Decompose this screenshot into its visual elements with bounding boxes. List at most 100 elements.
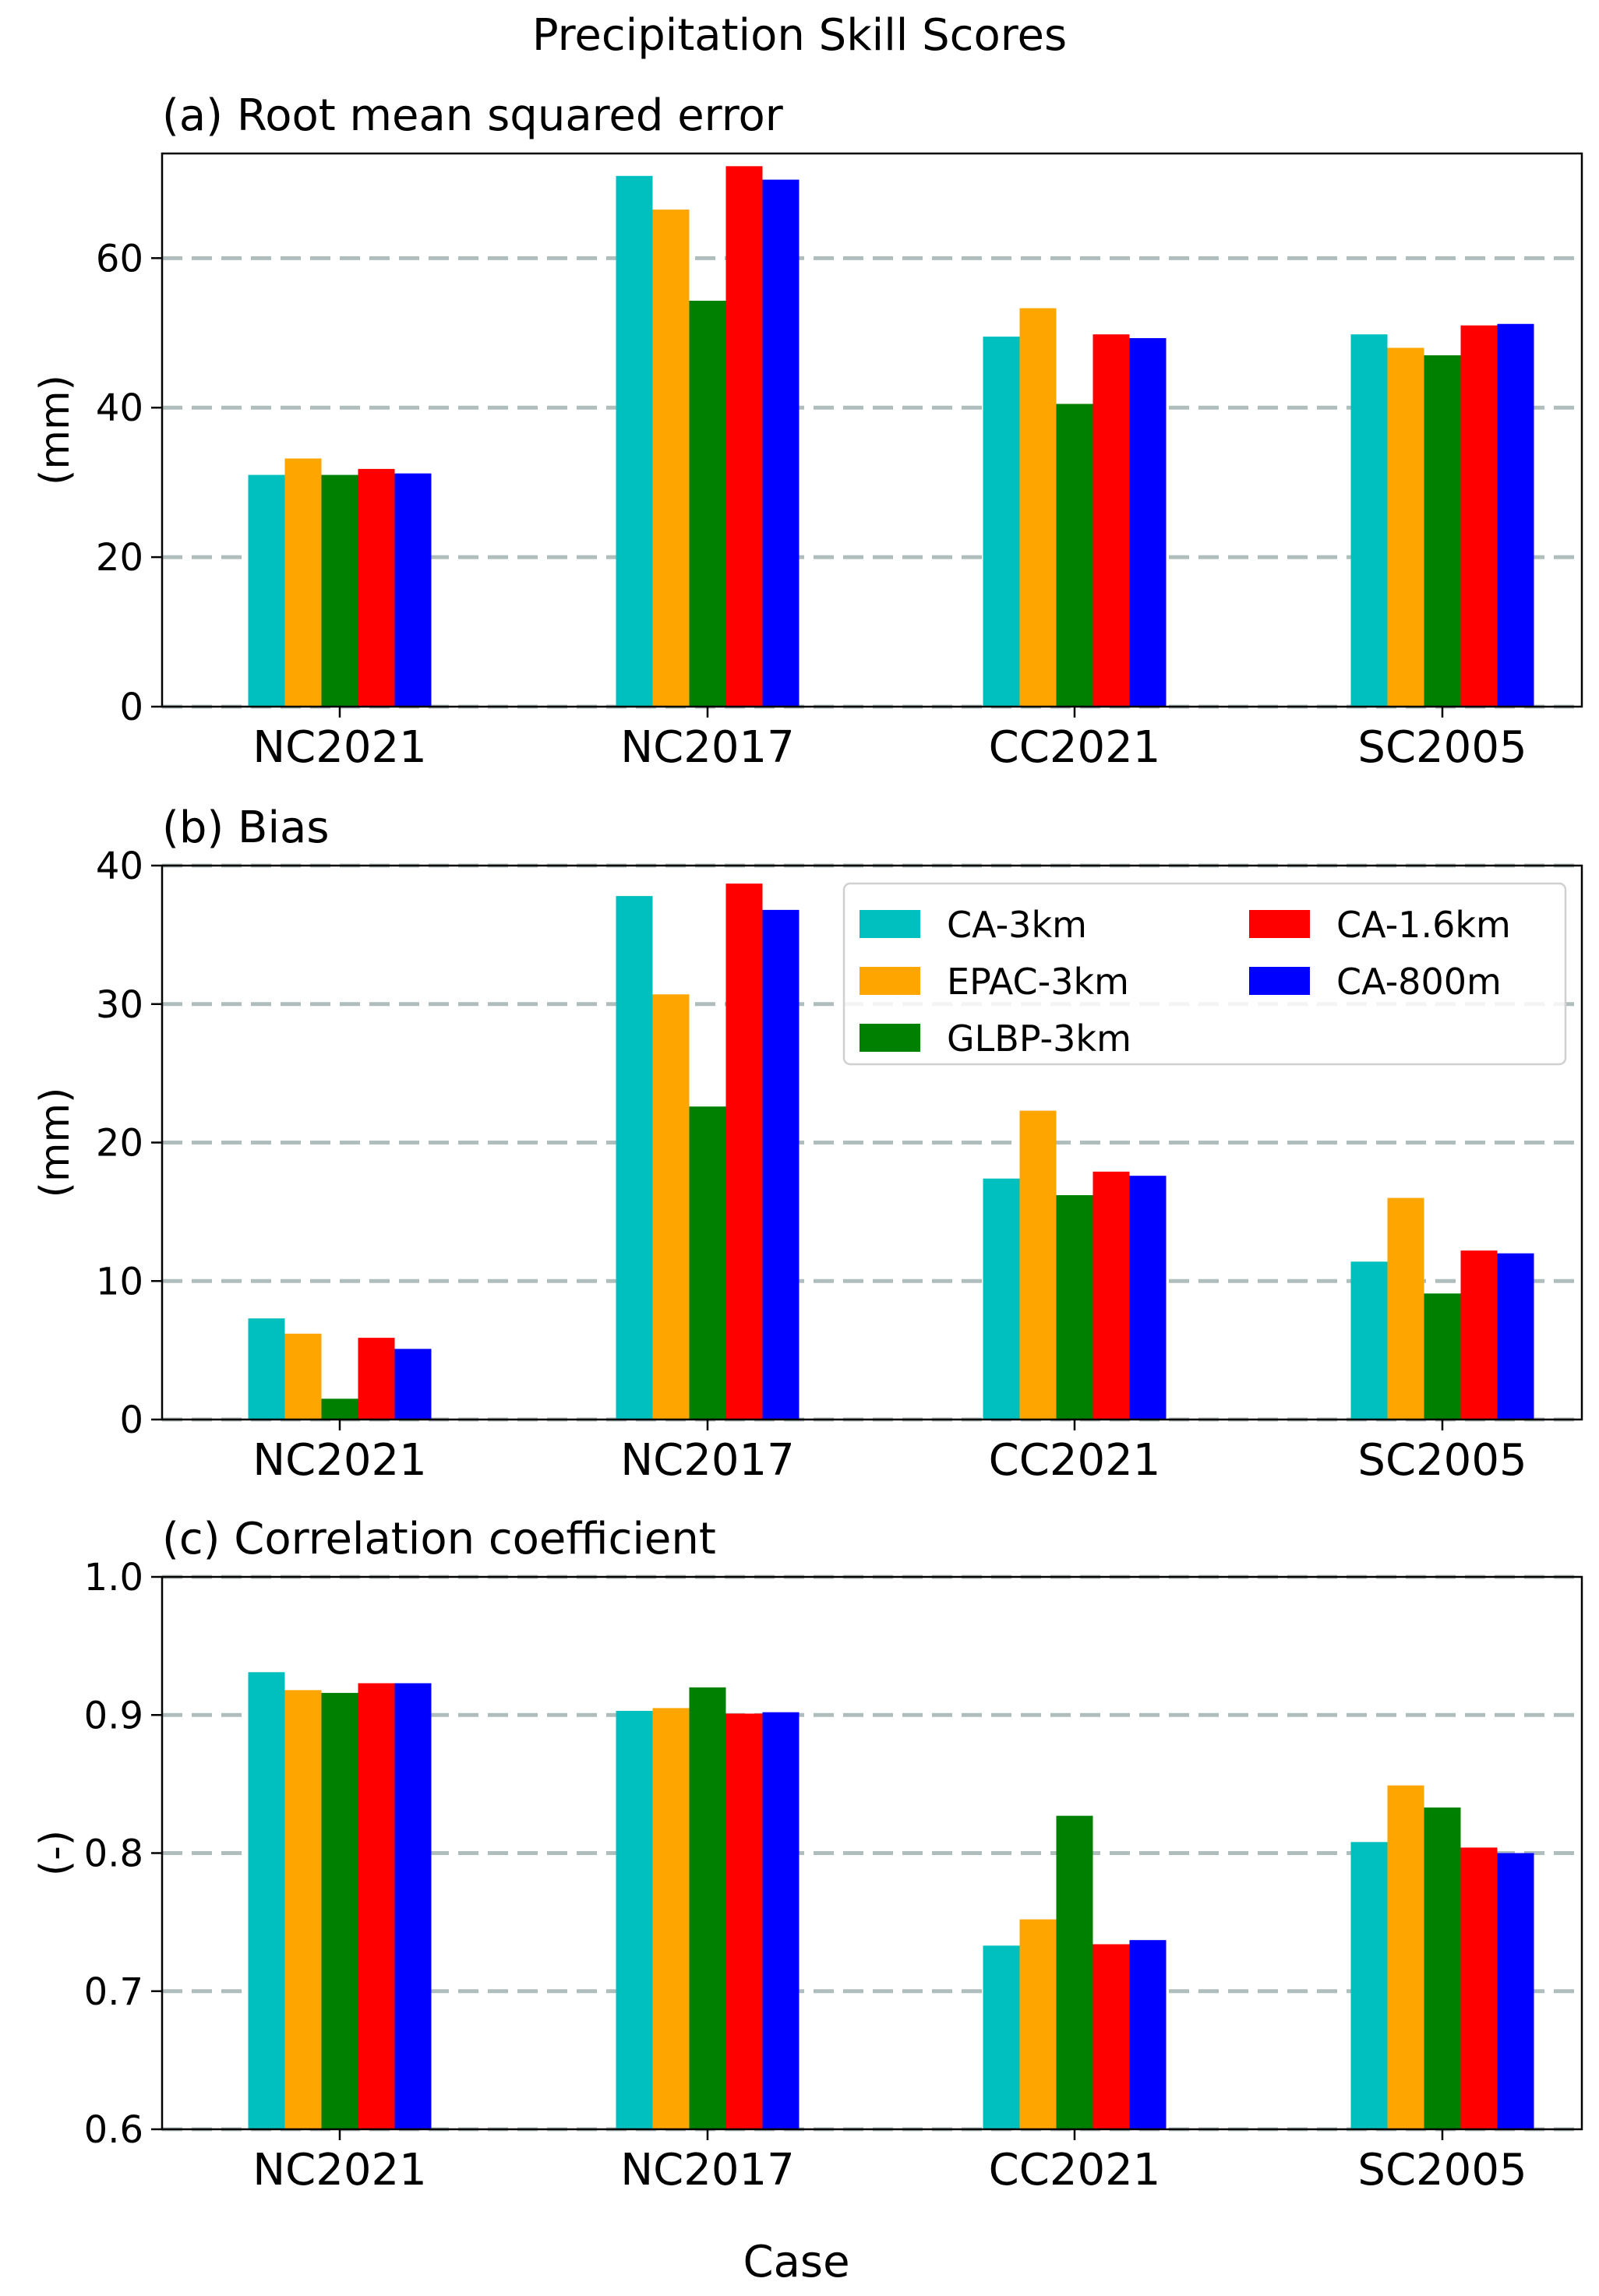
x-tick-label: NC2021	[252, 2145, 427, 2195]
bar-ca-800m-sc2005	[1497, 1853, 1534, 2129]
bar-ca-3km-sc2005	[1350, 1261, 1388, 1420]
x-tick-label: NC2021	[252, 1435, 427, 1486]
y-tick-label: 0	[119, 686, 143, 729]
y-tick-label: 10	[96, 1260, 143, 1303]
x-tick-label: CC2021	[989, 2145, 1161, 2195]
bar-glbp-3km-nc2021	[321, 1398, 358, 1420]
bar-ca-3km-cc2021	[983, 337, 1020, 707]
legend-swatch-glbp-3km	[860, 1024, 920, 1052]
bar-ca-1.6km-nc2017	[725, 1713, 763, 2129]
x-tick-label: CC2021	[989, 722, 1161, 773]
legend-box	[842, 882, 1567, 1066]
bar-ca-800m-cc2021	[1129, 337, 1167, 707]
bar-ca-1.6km-nc2021	[358, 1683, 395, 2129]
x-tick-label: NC2021	[252, 722, 427, 773]
bar-glbp-3km-nc2017	[689, 1106, 726, 1420]
x-tick-label: SC2005	[1357, 2145, 1527, 2195]
panel-title: (c) Correlation coefficient	[162, 1514, 716, 1564]
y-tick-label: 20	[96, 536, 143, 580]
bar-epac-3km-nc2017	[652, 1708, 690, 2129]
bar-ca-800m-cc2021	[1129, 1176, 1167, 1420]
bar-epac-3km-sc2005	[1387, 347, 1424, 707]
x-tick-label: NC2017	[620, 1435, 795, 1486]
figure-xlabel: Case	[743, 2237, 849, 2287]
bar-ca-1.6km-sc2005	[1460, 325, 1498, 707]
chart-panel-1: 0 20 40 60 NC2021 NC2017 CC2021 SC2005 (a) Root …	[32, 90, 1583, 773]
legend-label-epac-3km: EPAC-3km	[947, 961, 1129, 1003]
y-tick-label: 30	[96, 983, 143, 1027]
y-tick-label: 60	[96, 237, 143, 280]
legend-swatch-ca-800m	[1249, 967, 1310, 995]
figure-title: Precipitation Skill Scores	[532, 10, 1067, 61]
legend-swatch-ca-1.6km	[1249, 910, 1310, 938]
chart-panel-3: 0.6 0.7 0.8 0.9 1.0 NC2021 NC2017 CC2021 SC2005 (…	[32, 1514, 1583, 2195]
legend-label-ca-1.6km: CA-1.6km	[1336, 904, 1511, 946]
y-tick-label: 1.0	[84, 1556, 143, 1599]
bar-epac-3km-nc2017	[652, 209, 690, 707]
bar-glbp-3km-cc2021	[1056, 1815, 1093, 2129]
charts-group: 0 20 40 60 NC2021 NC2017 CC2021 SC2005 (a) Root …	[32, 90, 1583, 2195]
bar-ca-1.6km-sc2005	[1460, 1847, 1498, 2129]
panel-title: (a) Root mean squared error	[162, 90, 784, 141]
plot-frame	[161, 152, 1583, 708]
y-axis-label: (mm)	[32, 1088, 79, 1198]
legend: CA-3km EPAC-3km GLBP-3km CA-1.6km CA-800m	[842, 882, 1567, 1066]
legend-swatch-ca-3km	[860, 910, 920, 938]
bar-ca-3km-sc2005	[1350, 334, 1388, 707]
bar-ca-1.6km-nc2021	[358, 1338, 395, 1420]
bar-ca-3km-nc2021	[248, 1318, 285, 1420]
bar-epac-3km-sc2005	[1387, 1197, 1424, 1420]
bar-glbp-3km-sc2005	[1424, 1293, 1461, 1420]
chart-panel-2: 0 10 20 30 40 NC2021 NC2017 CC2021 SC2005 (b) Bia…	[32, 802, 1583, 1486]
bar-glbp-3km-nc2017	[689, 301, 726, 707]
bar-glbp-3km-sc2005	[1424, 355, 1461, 707]
bar-epac-3km-sc2005	[1387, 1785, 1424, 2129]
bar-ca-1.6km-sc2005	[1460, 1250, 1498, 1420]
y-tick-label: 40	[96, 845, 143, 888]
y-tick-label: 0	[119, 1398, 143, 1442]
bar-ca-800m-sc2005	[1497, 323, 1534, 707]
bar-epac-3km-cc2021	[1019, 1919, 1057, 2129]
bar-ca-3km-nc2021	[248, 1672, 285, 2129]
legend-label-ca-3km: CA-3km	[947, 904, 1087, 946]
y-tick-label: 20	[96, 1122, 143, 1166]
bar-ca-3km-cc2021	[983, 1945, 1020, 2129]
legend-label-ca-800m: CA-800m	[1336, 961, 1502, 1003]
bar-ca-3km-cc2021	[983, 1178, 1020, 1420]
bar-ca-3km-sc2005	[1350, 1842, 1388, 2129]
bar-ca-800m-nc2021	[394, 1349, 432, 1420]
bar-epac-3km-cc2021	[1019, 308, 1057, 707]
bar-ca-1.6km-cc2021	[1092, 334, 1130, 707]
bar-ca-3km-nc2017	[616, 1710, 653, 2129]
bar-epac-3km-nc2021	[284, 458, 322, 707]
bar-ca-800m-cc2021	[1129, 1940, 1167, 2129]
bar-ca-800m-nc2017	[762, 1712, 800, 2129]
y-axis-label: (-)	[32, 1830, 79, 1876]
x-tick-label: NC2017	[620, 722, 795, 773]
y-tick-label: 40	[96, 386, 143, 430]
bar-ca-3km-nc2017	[616, 896, 653, 1420]
y-tick-label: 0.9	[84, 1694, 143, 1737]
bar-ca-1.6km-nc2017	[725, 883, 763, 1420]
x-tick-label: SC2005	[1357, 722, 1527, 773]
bar-epac-3km-nc2017	[652, 994, 690, 1420]
bar-ca-800m-nc2021	[394, 473, 432, 707]
x-tick-label: CC2021	[989, 1435, 1161, 1486]
bar-epac-3km-cc2021	[1019, 1110, 1057, 1420]
bar-glbp-3km-cc2021	[1056, 404, 1093, 707]
bar-ca-3km-nc2021	[248, 474, 285, 707]
bar-glbp-3km-nc2017	[689, 1687, 726, 2129]
y-tick-label: 0.7	[84, 1970, 143, 2014]
legend-label-glbp-3km: GLBP-3km	[947, 1018, 1131, 1060]
bar-glbp-3km-sc2005	[1424, 1808, 1461, 2129]
bar-ca-800m-sc2005	[1497, 1253, 1534, 1420]
bar-glbp-3km-nc2021	[321, 474, 358, 707]
bar-glbp-3km-nc2021	[321, 1692, 358, 2129]
y-tick-label: 0.6	[84, 2108, 143, 2152]
y-tick-label: 0.8	[84, 1832, 143, 1876]
bar-epac-3km-nc2021	[284, 1690, 322, 2129]
legend-swatch-epac-3km	[860, 967, 920, 995]
bar-ca-800m-nc2017	[762, 179, 800, 707]
bar-ca-800m-nc2017	[762, 909, 800, 1420]
